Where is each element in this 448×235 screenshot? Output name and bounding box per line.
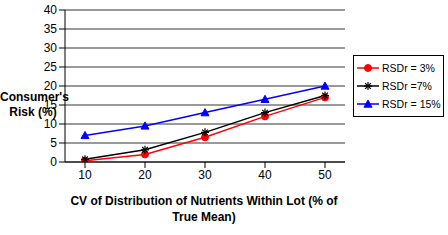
svg-text:50: 50: [318, 168, 332, 182]
html-text:RSDr =7%: RSDr =7%: [382, 80, 432, 92]
svg-text:0: 0: [50, 155, 57, 169]
html-text:CV of Distribution of Nutrient: CV of Distribution of Nutrients Within L…: [70, 194, 338, 224]
svg-text:20: 20: [138, 168, 152, 182]
svg-text:10: 10: [44, 117, 58, 131]
svg-text:30: 30: [198, 168, 212, 182]
svg-text:30: 30: [44, 41, 58, 55]
svg-text:10: 10: [78, 168, 92, 182]
svg-text:5: 5: [50, 136, 57, 150]
svg-text:35: 35: [44, 22, 58, 36]
html-text:RSDr = 15%: RSDr = 15%: [382, 98, 441, 110]
html-text:Consumer's Risk (%): Consumer's Risk (%): [0, 90, 69, 119]
svg-text:40: 40: [44, 3, 58, 17]
html-text:RSDr = 3%: RSDr = 3%: [382, 62, 435, 74]
svg-text:40: 40: [258, 168, 272, 182]
svg-text:20: 20: [43, 79, 57, 94]
svg-text:25: 25: [44, 60, 58, 74]
